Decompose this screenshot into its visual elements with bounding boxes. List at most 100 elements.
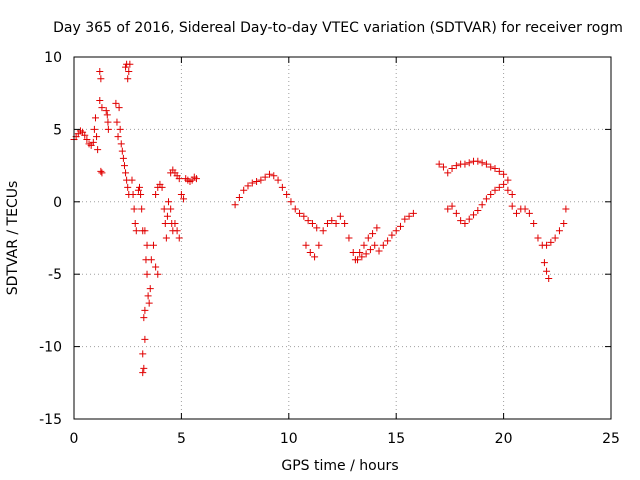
data-point [265,170,273,178]
data-point [530,220,538,228]
data-point [287,198,295,206]
data-point [461,220,469,228]
data-point [167,205,175,213]
data-point [83,136,91,144]
data-point [125,67,133,75]
data-point [439,163,447,171]
data-point [152,191,160,199]
y-axis-label: SDTVAR / TECUs [5,181,21,296]
data-point [81,131,89,139]
x-tick-label: 0 [70,431,79,447]
data-point [512,209,520,217]
data-point [457,217,465,225]
data-point [129,191,137,199]
data-point [138,205,146,213]
data-point [116,125,124,133]
data-point [124,183,132,191]
data-point [231,201,239,209]
data-point [120,162,128,170]
data-point [126,60,134,68]
data-point [122,63,130,71]
data-point [146,285,154,293]
data-point [89,138,97,146]
data-point [487,163,495,171]
data-points [70,60,570,377]
x-tick-label: 15 [387,431,405,447]
data-point [323,220,331,228]
data-point [102,107,110,115]
data-point [482,160,490,168]
data-point [283,191,291,199]
data-point [154,270,162,278]
data-point [543,241,551,249]
data-point [143,270,151,278]
data-point [112,99,120,107]
data-point [448,164,456,172]
data-point [392,227,400,235]
data-point [547,238,555,246]
data-point [296,209,304,217]
data-point [149,241,157,249]
data-point [160,205,168,213]
data-point [175,234,183,242]
y-tick-label: 0 [53,195,62,211]
data-point [560,220,568,228]
data-point [465,215,473,223]
data-point [98,169,106,177]
data-point [104,125,112,133]
data-point [332,220,340,228]
data-point [192,175,200,183]
data-point [177,191,185,199]
x-tick-label: 10 [280,431,298,447]
data-point [478,159,486,167]
grid [74,57,611,419]
y-tick-label: 5 [53,122,62,138]
x-tick-label: 25 [602,431,620,447]
data-point [360,241,368,249]
x-tick-label: 5 [177,431,186,447]
data-point [543,267,551,275]
data-point [349,248,357,256]
data-point [114,133,122,141]
chart-title: Day 365 of 2016, Sidereal Day-to-day VTE… [53,20,623,36]
data-point [452,162,460,170]
data-point [165,198,173,206]
data-point [555,227,563,235]
data-point [495,167,503,175]
data-point [504,176,512,184]
data-point [371,241,379,249]
data-point [240,186,248,194]
data-point [500,180,508,188]
data-point [401,215,409,223]
data-point [144,292,152,300]
data-point [534,234,542,242]
data-point [274,176,282,184]
data-point [545,275,553,283]
data-point [244,182,252,190]
data-point [235,193,243,201]
data-point [171,220,179,228]
data-point [173,227,181,235]
data-point [145,299,153,307]
data-point [140,364,148,372]
data-point [396,222,404,230]
data-point [304,217,312,225]
data-point [163,212,171,220]
data-point [300,212,308,220]
data-point [444,205,452,213]
data-point [128,176,136,184]
data-point [141,335,149,343]
data-point [336,212,344,220]
data-point [152,263,160,271]
y-tick-label: -15 [39,412,62,428]
data-point [478,201,486,209]
data-point [405,212,413,220]
data-point [551,234,559,242]
data-point [366,246,374,254]
data-point [161,220,169,228]
data-point [375,247,383,255]
y-tick-label: -5 [48,267,62,283]
data-point [139,350,147,358]
data-point [98,104,106,112]
data-point [491,186,499,194]
